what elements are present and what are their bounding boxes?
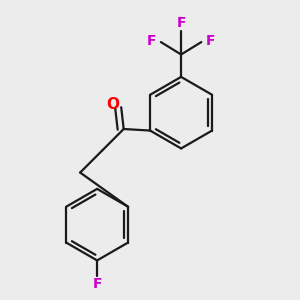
Text: F: F: [176, 16, 186, 30]
Text: O: O: [106, 97, 119, 112]
Text: F: F: [206, 34, 215, 47]
Text: F: F: [147, 34, 156, 47]
Text: F: F: [92, 277, 102, 291]
